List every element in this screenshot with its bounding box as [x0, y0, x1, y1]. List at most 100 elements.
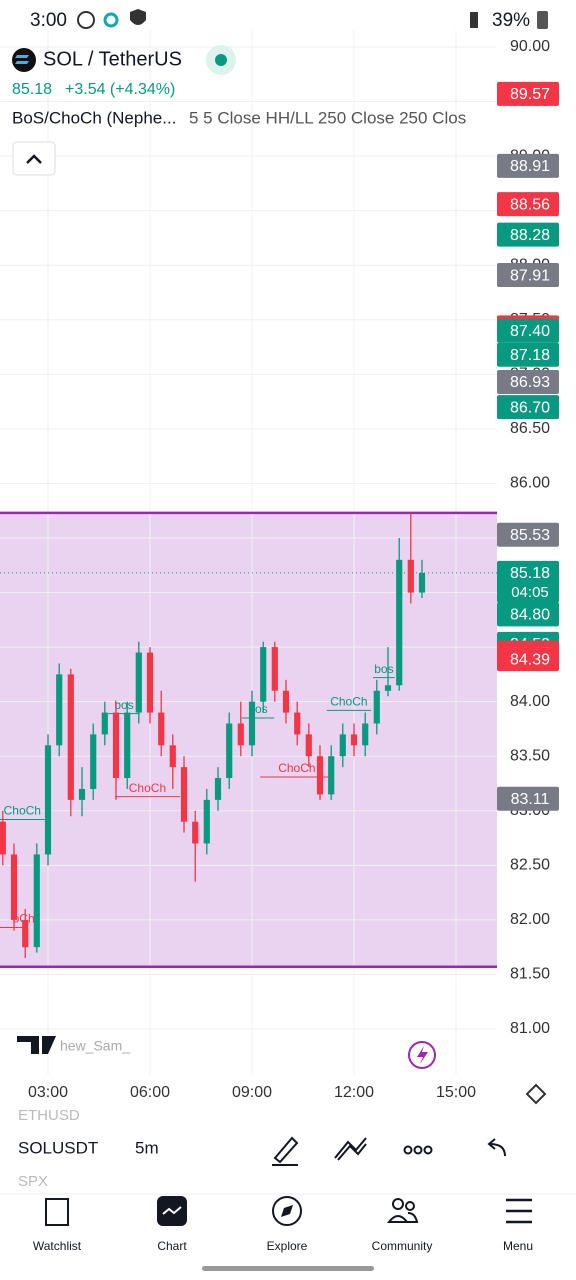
price-badge [497, 222, 559, 247]
icon [272, 1196, 302, 1226]
tv-logo [17, 1036, 56, 1054]
candle-body [169, 745, 176, 768]
axes: 81.0081.5082.0082.5083.0083.5084.0084.50… [28, 38, 559, 1101]
nav-label[interactable]: Explore [267, 1239, 308, 1253]
draw-button[interactable] [272, 1136, 299, 1166]
candle-body [90, 734, 97, 789]
price-badge-label: 86.93 [510, 374, 550, 391]
x-tick-label: 06:00 [130, 1084, 170, 1101]
more-button[interactable] [403, 1145, 433, 1155]
price-badge-label: 85.53 [510, 527, 550, 544]
structure-label: bos [114, 698, 133, 712]
candle-body [248, 701, 256, 746]
price-badge-label: 87.40 [510, 323, 550, 340]
price-badge-label: 84.80 [510, 607, 550, 624]
candle-body [33, 854, 40, 948]
candle-body [373, 690, 380, 724]
price-badge-label: 88.91 [510, 158, 550, 175]
icon [281, 1205, 293, 1217]
candle-body [124, 712, 131, 779]
settings-button[interactable] [525, 1083, 547, 1105]
candle-body [282, 690, 290, 713]
price-badge [497, 786, 559, 811]
candle-body [418, 572, 426, 593]
price-badge-label: 83.11 [511, 791, 550, 808]
icon [405, 1201, 415, 1211]
y-tick-label: 86.50 [510, 420, 550, 437]
price-badge [497, 602, 559, 627]
candle-body [158, 712, 165, 746]
coin-logo [15, 55, 29, 64]
undo-button[interactable] [487, 1138, 506, 1157]
structure-label: oCh [13, 912, 35, 926]
symbol-faded: SPX [18, 1173, 48, 1190]
candle-body [44, 745, 52, 855]
candle-body [10, 854, 18, 920]
structure-label: ChoCh [330, 695, 367, 709]
home-indicator [202, 1266, 374, 1271]
chevron [26, 154, 42, 164]
symbol-faded: ETHUSD [18, 1107, 80, 1124]
bottom-nav: Watchlist Chart Explore Community Menu [33, 1196, 533, 1253]
structure-label: ChoCh [278, 761, 315, 775]
candle-body [203, 799, 210, 844]
watermark: hew_Sam_ [60, 1038, 130, 1054]
candle-body [101, 712, 108, 735]
x-tick-label: 03:00 [28, 1084, 68, 1101]
collapse-button[interactable] [12, 141, 56, 176]
candle-body [260, 647, 267, 702]
range-box [0, 512, 497, 967]
coin-logo [12, 48, 36, 72]
lightning-button[interactable] [408, 1041, 436, 1069]
y-tick-label: 84.00 [510, 693, 550, 710]
structure-label: ChoCh [129, 781, 166, 795]
candle-body [407, 559, 414, 593]
nav-label[interactable]: Menu [503, 1239, 533, 1253]
price-badge-label: 85.18 [510, 565, 550, 582]
y-tick-label: 83.50 [510, 747, 550, 764]
price-badge [497, 342, 559, 367]
candle-body [237, 723, 244, 746]
x-tick-label: 09:00 [232, 1084, 272, 1101]
candle-body [214, 778, 222, 800]
indicator-name[interactable]: BoS/ChoCh (Nephe... [12, 108, 176, 127]
price-badge-label: 89.57 [510, 86, 550, 103]
y-tick-label: 90.00 [510, 38, 550, 55]
price-badge-label: 88.56 [510, 196, 550, 213]
nav-label[interactable]: Community [372, 1239, 433, 1253]
indicators-button[interactable] [334, 1137, 367, 1161]
candle-body [67, 674, 74, 800]
structure-label: ChoCh [4, 804, 41, 818]
nav-label[interactable]: Watchlist [33, 1239, 82, 1253]
candle-body [226, 723, 233, 779]
candle-body [339, 734, 346, 757]
candle-body [396, 559, 403, 686]
icon [130, 9, 146, 25]
x-tick-label: 12:00 [334, 1084, 374, 1101]
candle-body [384, 685, 392, 691]
y-tick-label: 81.50 [510, 966, 550, 983]
interval-button[interactable]: 5m [135, 1138, 159, 1157]
nav-label[interactable]: Chart [157, 1239, 187, 1253]
price-badge-label: 84.39 [510, 651, 550, 668]
symbol-button[interactable]: SOLUSDT [18, 1138, 98, 1157]
price-badge [497, 318, 559, 343]
price-badge [497, 395, 559, 420]
candle-body [78, 788, 86, 800]
price-countdown: 04:05 [511, 584, 549, 601]
y-tick-label: 82.00 [510, 911, 550, 928]
price-badge [497, 263, 559, 288]
candle-body [112, 712, 120, 779]
price-change: +3.54 (+4.34%) [65, 81, 175, 98]
price-badge [497, 560, 559, 603]
price-badge-label: 87.18 [510, 347, 550, 364]
candle-body [305, 734, 312, 757]
x-tick-label: 15:00 [436, 1084, 476, 1101]
icon [470, 12, 478, 28]
y-tick-label: 86.00 [510, 475, 550, 492]
price-badge [497, 647, 559, 672]
status-time: 3:00 [30, 10, 67, 31]
